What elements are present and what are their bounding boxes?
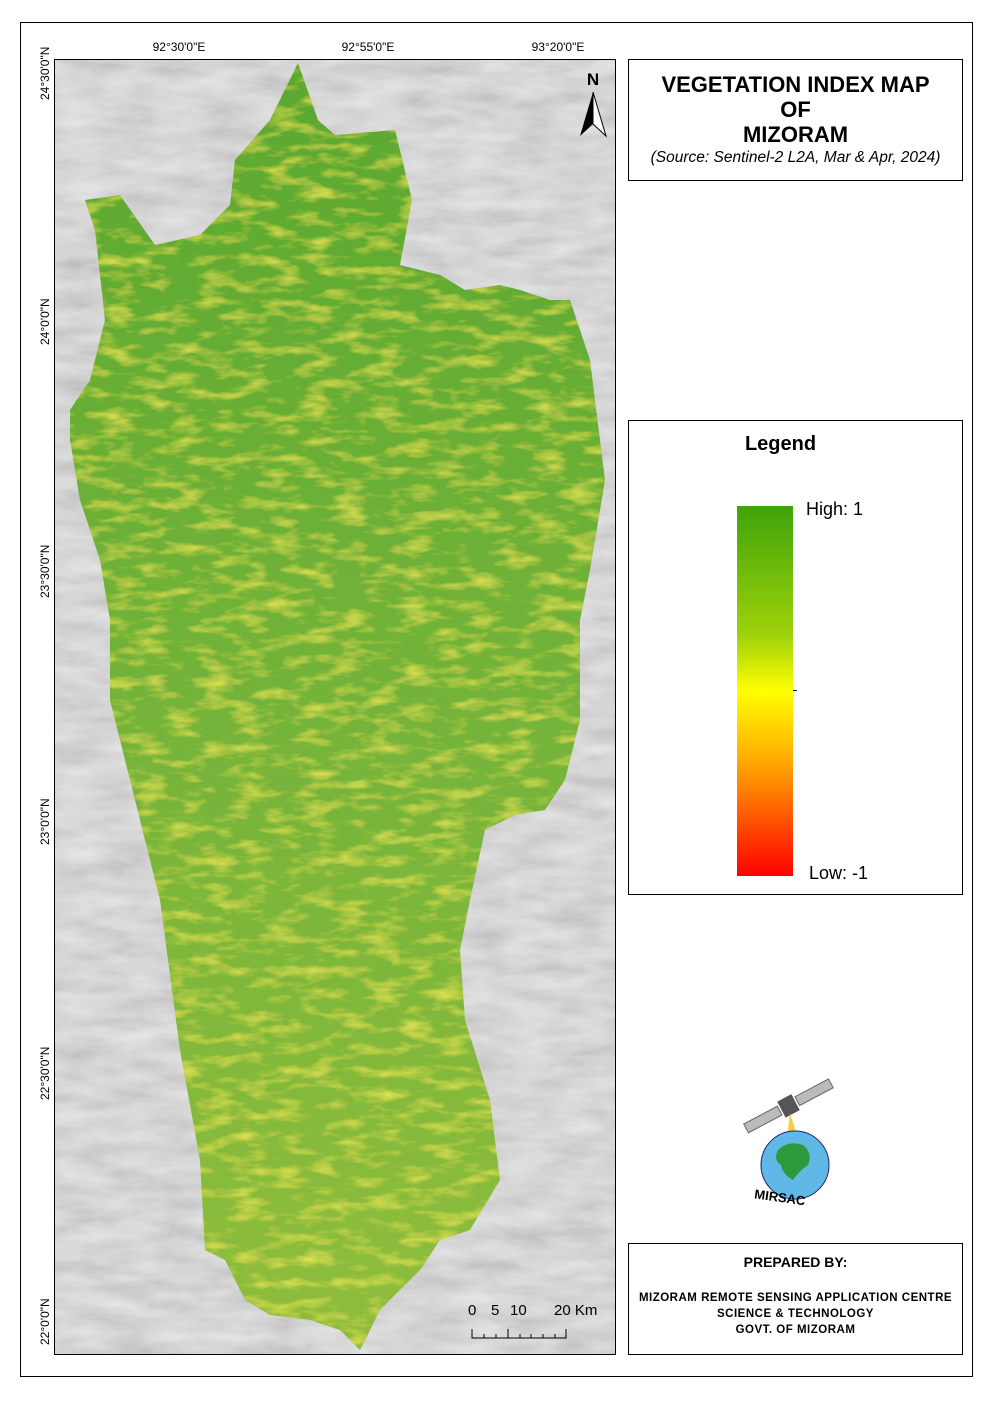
longitude-label: 92°55'0"E [341,40,395,54]
map-title-of: OF [780,97,811,122]
department-name: SCIENCE & TECHNOLOGY [717,1308,874,1320]
map-frame[interactable] [54,59,616,1355]
scale-bar: 0 5 10 20 Km [466,1302,606,1342]
mirsac-logo: MIRSAC [738,1075,838,1210]
latitude-label: 24°0'0"N [38,298,52,345]
latitude-label: 22°30'0"N [38,1046,52,1100]
page-border [20,22,973,1377]
north-label: N [586,70,600,89]
scale-label: 10 [510,1302,527,1319]
scale-label: 0 [468,1302,477,1319]
data-source: (Source: Sentinel-2 L2A, Mar & Apr, 2024… [650,149,941,166]
organization-name: MIZORAM REMOTE SENSING APPLICATION CENTR… [638,1292,953,1304]
mid-tick [793,690,797,691]
title-box: VEGETATION INDEX MAP OF MIZORAM (Source:… [628,59,963,181]
vegetation-map [55,60,615,1354]
scale-ticks [471,1329,567,1339]
prepared-by-heading: PREPARED BY: [743,1254,848,1270]
satellite-globe-logo-icon: MIRSAC [743,1078,834,1208]
map-title-region: MIZORAM [742,122,849,147]
north-arrow: N [576,70,610,145]
latitude-label: 23°0'0"N [38,798,52,845]
map-title: VEGETATION INDEX MAP [661,72,930,97]
scale-label: 5 [491,1302,500,1319]
legend-low-label: Low: -1 [809,863,869,883]
svg-text:MIRSAC: MIRSAC [753,1186,806,1208]
longitude-label: 92°30'0"E [152,40,206,54]
prepared-by-box: PREPARED BY: MIZORAM REMOTE SENSING APPL… [628,1243,963,1355]
legend-box: Legend High: 1 Low: -1 [628,420,963,895]
mizoram-region[interactable] [70,63,605,1350]
latitude-label: 22°0'0"N [38,1298,52,1345]
latitude-label: 24°30'0"N [38,46,52,100]
latitude-label: 23°30'0"N [38,544,52,598]
longitude-label: 93°20'0"E [531,40,585,54]
ndvi-color-ramp [737,506,793,876]
scale-label: 20 Km [554,1302,598,1319]
legend-high-label: High: 1 [806,499,864,519]
government-name: GOVT. OF MIZORAM [735,1324,856,1336]
legend-heading: Legend [744,433,817,455]
north-arrow-icon [580,91,607,138]
